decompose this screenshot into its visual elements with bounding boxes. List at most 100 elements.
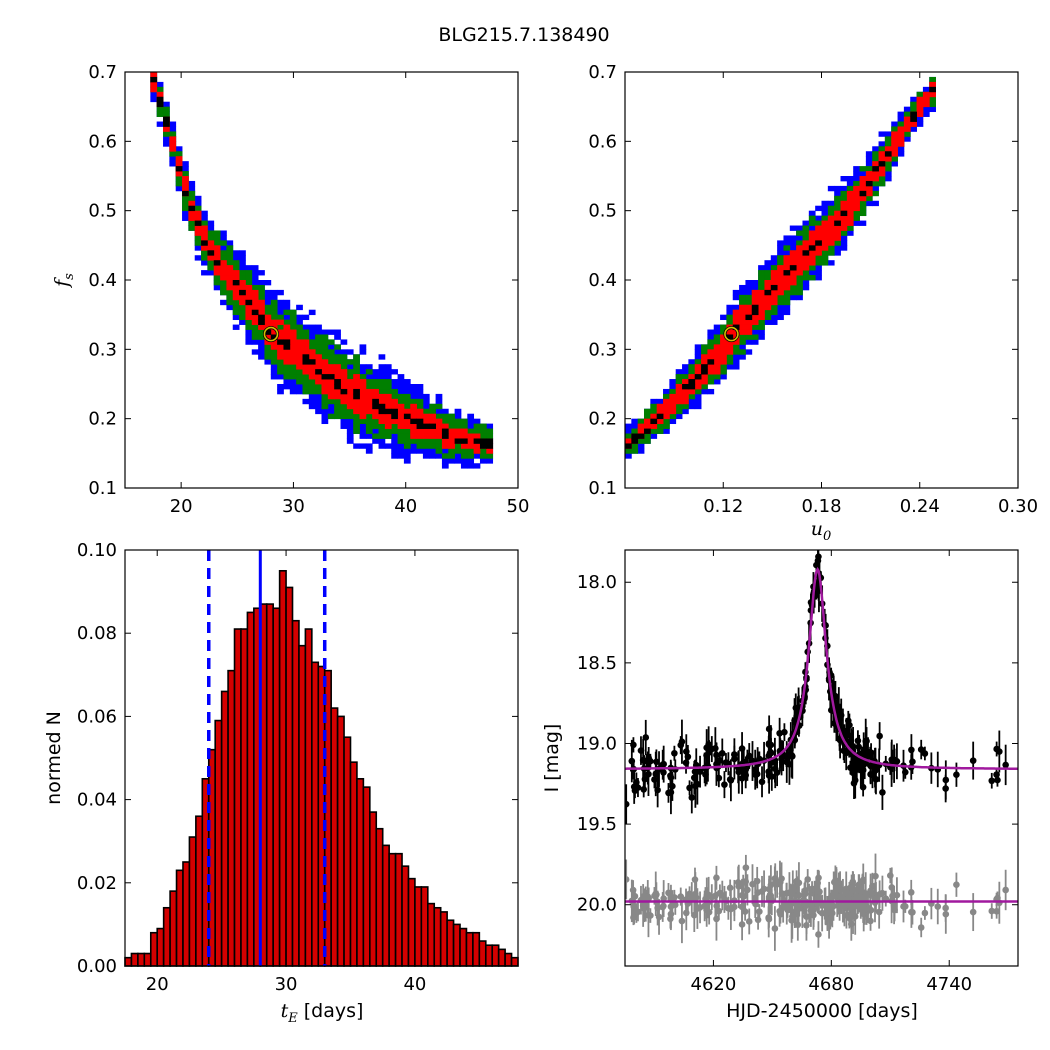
heatmap-cell-red bbox=[258, 299, 265, 306]
heatmap-cell-red bbox=[308, 374, 316, 380]
heatmap-cell-red bbox=[277, 329, 284, 335]
residual-point bbox=[682, 909, 690, 917]
heatmap-cell-black bbox=[884, 151, 892, 157]
heatmap-cell-green bbox=[346, 408, 354, 415]
heatmap-cell-red bbox=[802, 265, 810, 271]
heatmap-cell-green bbox=[416, 438, 424, 444]
heatmap-cell-red bbox=[644, 418, 651, 425]
heatmap-cell-green bbox=[372, 423, 379, 429]
heatmap-cell-blue bbox=[713, 329, 721, 335]
heatmap-cell-red bbox=[429, 433, 436, 439]
heatmap-cell-blue bbox=[460, 463, 468, 469]
histogram-bar bbox=[401, 865, 410, 967]
heatmap-cell-green bbox=[270, 304, 278, 311]
heatmap-cell-green bbox=[321, 403, 329, 410]
residual-point bbox=[696, 904, 704, 911]
heatmap-cell-red bbox=[289, 354, 297, 360]
heatmap-cell-blue bbox=[308, 309, 316, 316]
heatmap-cell-green bbox=[853, 210, 860, 217]
histogram-bar bbox=[317, 665, 326, 967]
heatmap-cell-green bbox=[783, 289, 791, 296]
y-tick-label: 0.3 bbox=[588, 339, 617, 360]
heatmap-cell-red bbox=[175, 171, 183, 177]
heatmap-cell-blue bbox=[884, 131, 892, 137]
heatmap-cell-black bbox=[910, 116, 917, 122]
heatmap-cell-blue bbox=[372, 438, 379, 444]
heatmap-cell-green bbox=[644, 433, 651, 439]
heatmap-cell-red bbox=[378, 418, 386, 425]
heatmap-cell-red bbox=[296, 349, 303, 355]
heatmap-cell-red bbox=[853, 205, 860, 212]
heatmap-cell-green bbox=[397, 433, 405, 439]
heatmap-cell-green bbox=[720, 324, 727, 330]
histogram-bar bbox=[162, 906, 171, 967]
heatmap-cell-green bbox=[815, 220, 822, 226]
heatmap-cell-red bbox=[416, 433, 424, 439]
heatmap-cell-green bbox=[840, 195, 848, 202]
heatmap-cell-blue bbox=[346, 433, 354, 439]
y-tick-label: 0.4 bbox=[88, 270, 117, 291]
heatmap-cell-red bbox=[334, 393, 341, 400]
heatmap-cell-green bbox=[802, 225, 810, 231]
heatmap-cell-green bbox=[796, 280, 803, 286]
heatmap-cell-green bbox=[403, 438, 411, 444]
heatmap-cell-green bbox=[745, 334, 753, 340]
heatmap-cell-blue bbox=[182, 166, 189, 172]
heatmap-cell-green bbox=[410, 398, 417, 405]
heatmap-cell-red bbox=[675, 393, 683, 400]
heatmap-cell-blue bbox=[663, 388, 670, 395]
heatmap-cell-blue bbox=[258, 344, 265, 350]
y-tick-label: 18.5 bbox=[577, 653, 617, 674]
heatmap-cell-green bbox=[891, 126, 898, 132]
data-point bbox=[854, 737, 862, 745]
heatmap-cell-blue bbox=[796, 225, 803, 231]
heatmap-cell-red bbox=[359, 384, 367, 390]
heatmap-cell-red bbox=[846, 220, 854, 226]
heatmap-cell-black bbox=[378, 408, 386, 415]
heatmap-cell-blue bbox=[745, 349, 753, 355]
heatmap-cell-green bbox=[308, 379, 316, 385]
heatmap-cell-green bbox=[156, 106, 164, 113]
heatmap-cell-red bbox=[777, 265, 784, 271]
heatmap-cell-red bbox=[378, 398, 386, 405]
heatmap-cell-black bbox=[486, 438, 494, 444]
heatmap-cell-red bbox=[213, 265, 221, 271]
residual-point bbox=[822, 910, 829, 917]
heatmap-cell-red bbox=[213, 255, 221, 261]
heatmap-cell-black bbox=[751, 304, 759, 311]
heatmap-cell-red bbox=[473, 448, 481, 454]
heatmap-cell-green bbox=[802, 235, 810, 241]
heatmap-cell-red bbox=[194, 230, 202, 236]
heatmap-cell-blue bbox=[454, 453, 462, 459]
heatmap-cell-green bbox=[334, 408, 341, 415]
y-tick-label: 0.5 bbox=[88, 201, 117, 222]
data-point bbox=[988, 777, 996, 785]
heatmap-cell-red bbox=[796, 255, 803, 261]
heatmap-cell-red bbox=[916, 101, 924, 108]
heatmap-cell-red bbox=[846, 205, 854, 212]
data-point bbox=[731, 755, 738, 763]
heatmap-cell-red bbox=[694, 369, 702, 375]
heatmap-cell-green bbox=[897, 121, 905, 127]
heatmap-cell-black bbox=[194, 220, 202, 226]
heatmap-cell-green bbox=[264, 354, 272, 360]
x-tick-label: 4740 bbox=[926, 974, 972, 995]
heatmap-cell-black bbox=[770, 284, 778, 291]
heatmap-cell-red bbox=[340, 379, 348, 385]
heatmap-cell-red bbox=[416, 408, 424, 415]
heatmap-cell-red bbox=[682, 398, 689, 405]
heatmap-cell-red bbox=[669, 398, 677, 405]
heatmap-cell-red bbox=[726, 339, 734, 345]
x-tick-label: 40 bbox=[403, 974, 426, 995]
heatmap-cell-red bbox=[410, 403, 417, 410]
data-point bbox=[908, 746, 915, 754]
heatmap-cell-red bbox=[739, 309, 746, 316]
residual-point bbox=[875, 908, 883, 916]
histogram-bar bbox=[343, 736, 352, 967]
heatmap-cell-green bbox=[258, 329, 265, 335]
heatmap-cell-red bbox=[688, 388, 696, 395]
heatmap-cell-green bbox=[758, 270, 765, 276]
heatmap-cell-blue bbox=[675, 413, 683, 420]
heatmap-cell-green bbox=[289, 309, 297, 316]
heatmap-cell-red bbox=[397, 413, 405, 420]
